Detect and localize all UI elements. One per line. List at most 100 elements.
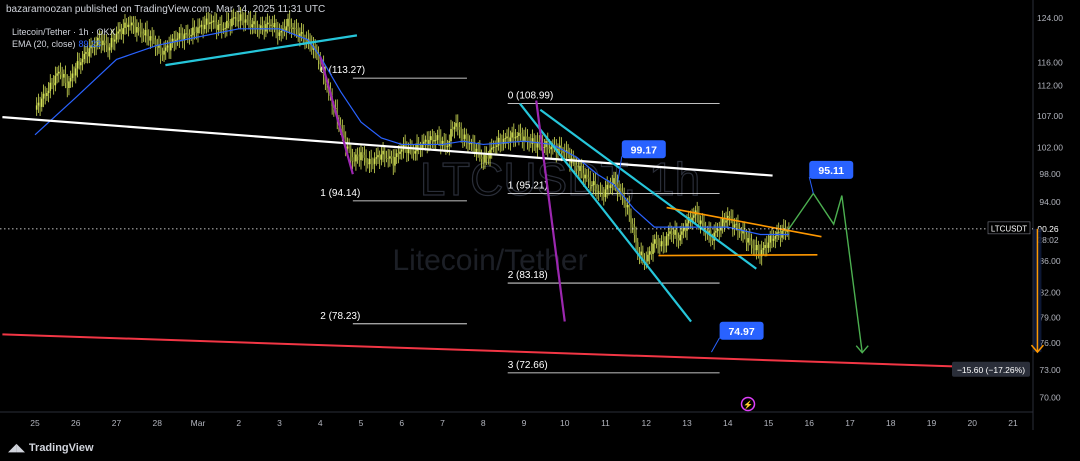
measure-label-box	[952, 361, 1030, 377]
candle-body	[124, 22, 126, 28]
candle-body	[514, 137, 517, 139]
candle-body	[195, 32, 198, 34]
candle-body	[636, 242, 639, 256]
candle-body	[416, 143, 418, 152]
candle-body	[68, 81, 70, 88]
candle-body	[299, 33, 301, 38]
y-tick-label: 82.00	[1039, 288, 1061, 298]
candle-body	[51, 82, 53, 84]
candle-body	[755, 244, 758, 251]
candle-body	[665, 236, 668, 246]
candle-body	[667, 233, 670, 237]
candle-body	[628, 205, 631, 216]
x-tick-label: 4	[318, 418, 323, 428]
x-tick-label: 19	[927, 418, 937, 428]
candle-body	[397, 153, 400, 155]
candle-body	[406, 148, 408, 154]
candle-body	[484, 154, 486, 163]
candle-body	[108, 47, 111, 51]
candle-body	[616, 183, 619, 193]
candle-body	[640, 251, 642, 256]
candle-body	[579, 166, 581, 171]
candle-body	[144, 29, 147, 36]
candle-body	[139, 27, 142, 32]
ema-line	[34, 28, 789, 236]
candle-body	[346, 146, 349, 149]
candle-body	[572, 158, 575, 161]
candle-body	[429, 136, 432, 141]
y-tick-label: 86.00	[1039, 256, 1061, 266]
candle-body	[450, 129, 452, 141]
symbol-title[interactable]: Litecoin/Tether · 1h · OKX	[12, 27, 116, 37]
y-tick-label: 79.00	[1039, 312, 1061, 322]
candle-body	[156, 46, 159, 48]
candle-body	[103, 40, 106, 44]
footer-brand[interactable]: ◢◣ TradingView	[8, 441, 94, 454]
candle-body	[613, 178, 615, 185]
cyan-trendline	[539, 108, 757, 270]
candle-body	[387, 158, 389, 159]
candle-body	[460, 129, 462, 139]
candle-body	[421, 143, 423, 149]
candle-body	[73, 73, 75, 76]
candle-body	[305, 39, 308, 42]
candle-body	[677, 237, 680, 241]
candle-body	[37, 102, 40, 106]
candle-body	[463, 134, 466, 139]
candle-body	[154, 39, 157, 47]
candle-body	[608, 184, 610, 188]
x-tick-label: 27	[112, 418, 122, 428]
candle-body	[507, 136, 510, 142]
candle-body	[682, 227, 685, 232]
candle-body	[74, 68, 77, 76]
candle-body	[592, 181, 595, 186]
candle-body	[176, 38, 179, 40]
candle-body	[198, 26, 201, 28]
callout-leader	[808, 176, 814, 194]
candle-body	[283, 28, 286, 31]
candle-body	[502, 138, 505, 144]
candle-body	[80, 62, 82, 66]
candle-body	[293, 27, 296, 29]
candle-body	[433, 140, 435, 142]
candle-body	[158, 44, 160, 48]
candle-body	[523, 136, 525, 142]
candle-body	[389, 156, 391, 159]
candle-body	[280, 30, 282, 33]
candle-body	[137, 27, 140, 28]
candle-body	[625, 202, 627, 208]
candle-body	[472, 142, 474, 145]
candle-body	[436, 135, 439, 140]
candle-body	[506, 136, 508, 139]
y-tick-label: 124.00	[1037, 13, 1063, 23]
candle-body	[718, 228, 721, 231]
candle-body	[582, 173, 585, 179]
candle-body	[97, 37, 99, 46]
candle-body	[61, 74, 63, 78]
candle-body	[708, 230, 710, 235]
candle-body	[351, 157, 354, 162]
candle-body	[681, 231, 683, 235]
watermark-ticker: LTCUSDT, 1h	[420, 153, 700, 205]
candle-body	[178, 33, 181, 39]
x-tick-label: 10	[560, 418, 570, 428]
candle-body	[747, 238, 749, 243]
candle-body	[470, 142, 473, 144]
candle-body	[577, 168, 580, 171]
candle-body	[715, 231, 717, 233]
ema-value: 89.23	[78, 39, 102, 49]
candle-body	[655, 239, 658, 245]
candle-body	[166, 45, 169, 48]
ema-legend[interactable]: EMA (20, close) 89.23	[12, 39, 101, 49]
candle-body	[90, 45, 92, 49]
candle-body	[190, 35, 193, 37]
candle-body	[467, 142, 469, 144]
candle-body	[188, 34, 191, 37]
candle-body	[226, 20, 228, 29]
candle-body	[499, 137, 502, 144]
candle-body	[562, 151, 564, 153]
candle-body	[569, 154, 571, 163]
candle-body	[52, 82, 55, 86]
candle-body	[737, 223, 739, 231]
